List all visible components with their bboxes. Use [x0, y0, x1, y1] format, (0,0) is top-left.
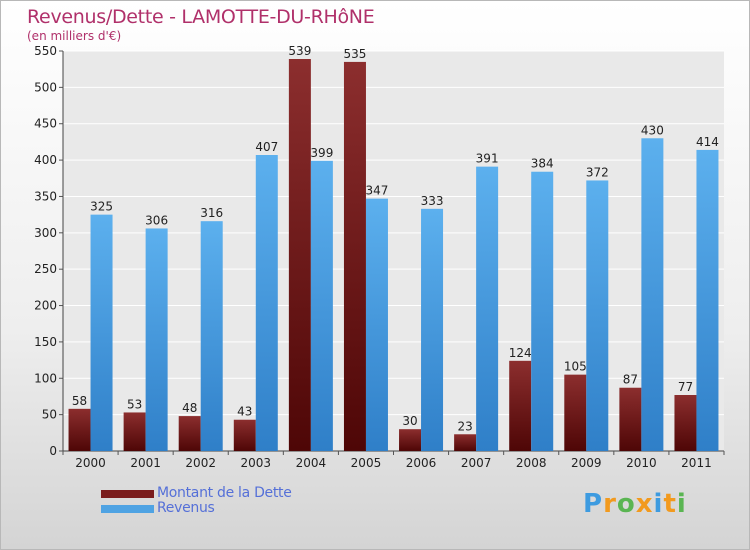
bar-revenus [200, 221, 223, 451]
bar-dette [123, 412, 146, 451]
x-tick-label: 2007 [461, 456, 492, 470]
logo-letter: t [663, 489, 677, 519]
bar-dette [178, 416, 201, 451]
bar-revenus [421, 208, 444, 451]
legend-swatch-revenus [101, 505, 154, 513]
legend-label-revenus: Revenus [157, 500, 215, 516]
data-label-revenus: 316 [200, 206, 223, 220]
data-label-revenus: 384 [531, 157, 554, 171]
bar-revenus [90, 214, 113, 451]
x-tick-label: 2005 [351, 456, 382, 470]
bar-dette [564, 374, 587, 451]
bar-revenus [310, 160, 333, 451]
x-tick-label: 2004 [296, 456, 327, 470]
data-label-revenus: 399 [310, 146, 333, 160]
logo-letter: P [583, 489, 604, 519]
bar-revenus [531, 171, 554, 451]
x-tick-label: 2006 [406, 456, 437, 470]
chart-title: Revenus/Dette - LAMOTTE-DU-RHôNE [27, 6, 375, 28]
bar-revenus [365, 198, 388, 451]
bar-dette [509, 360, 532, 451]
data-label-dette: 58 [72, 394, 87, 408]
logo-letter: r [603, 489, 617, 519]
x-tick-label: 2009 [571, 456, 602, 470]
data-label-dette: 105 [564, 360, 587, 374]
legend-swatch-dette [101, 490, 154, 498]
data-label-dette: 77 [678, 380, 693, 394]
x-tick-label: 2010 [626, 456, 657, 470]
y-tick-label: 500 [34, 80, 57, 94]
y-tick-label: 100 [34, 371, 57, 385]
bar-revenus [476, 166, 499, 452]
y-tick-label: 0 [49, 444, 57, 458]
y-tick-label: 450 [34, 117, 57, 131]
bar-dette [343, 61, 366, 452]
bar-revenus [255, 155, 278, 451]
logo-letter: i [676, 489, 687, 519]
y-tick-label: 150 [34, 335, 57, 349]
data-label-dette: 535 [344, 47, 367, 61]
data-label-dette: 43 [237, 405, 252, 419]
legend-label-dette: Montant de la Dette [157, 485, 292, 501]
bar-dette [674, 395, 697, 451]
data-label-dette: 48 [182, 401, 197, 415]
x-tick-label: 2011 [681, 456, 712, 470]
x-tick-label: 2001 [130, 456, 161, 470]
y-tick-label: 350 [34, 189, 57, 203]
data-label-dette: 23 [457, 419, 472, 433]
data-label-dette: 539 [288, 44, 311, 58]
data-label-revenus: 347 [366, 184, 389, 198]
bar-dette [68, 408, 91, 451]
bar-revenus [696, 149, 719, 451]
data-label-dette: 53 [127, 397, 142, 411]
bar-dette [619, 387, 642, 451]
data-label-revenus: 333 [421, 194, 444, 208]
bar-revenus [586, 180, 609, 452]
data-label-revenus: 325 [90, 200, 113, 214]
data-label-revenus: 407 [255, 140, 278, 154]
data-label-dette: 87 [623, 373, 638, 387]
data-label-revenus: 306 [145, 213, 168, 227]
data-label-revenus: 414 [696, 135, 719, 149]
x-tick-label: 2000 [75, 456, 106, 470]
bar-revenus [641, 138, 664, 452]
data-label-dette: 30 [402, 414, 417, 428]
x-tick-label: 2008 [516, 456, 547, 470]
plot-area [63, 51, 724, 451]
y-tick-label: 400 [34, 153, 57, 167]
logo-letter: i [653, 489, 664, 519]
data-label-dette: 124 [509, 346, 532, 360]
logo-letter: x [635, 489, 654, 519]
y-tick-label: 200 [34, 299, 57, 313]
y-tick-label: 250 [34, 262, 57, 276]
bar-revenus [145, 228, 168, 451]
data-label-revenus: 430 [641, 123, 664, 137]
bar-dette [399, 429, 422, 451]
chart-subtitle: (en milliers d'€) [27, 29, 122, 43]
y-tick-label: 50 [42, 408, 57, 422]
bar-dette [288, 59, 311, 451]
logo-letter: o [616, 489, 636, 519]
data-label-revenus: 372 [586, 165, 609, 179]
y-tick-label: 550 [34, 44, 57, 58]
y-tick-label: 300 [34, 226, 57, 240]
proxiti-logo: Proxiti [583, 489, 687, 519]
x-tick-label: 2002 [185, 456, 216, 470]
x-tick-label: 2003 [241, 456, 272, 470]
bar-dette [454, 434, 477, 451]
bar-dette [233, 419, 256, 451]
data-label-revenus: 391 [476, 152, 499, 166]
